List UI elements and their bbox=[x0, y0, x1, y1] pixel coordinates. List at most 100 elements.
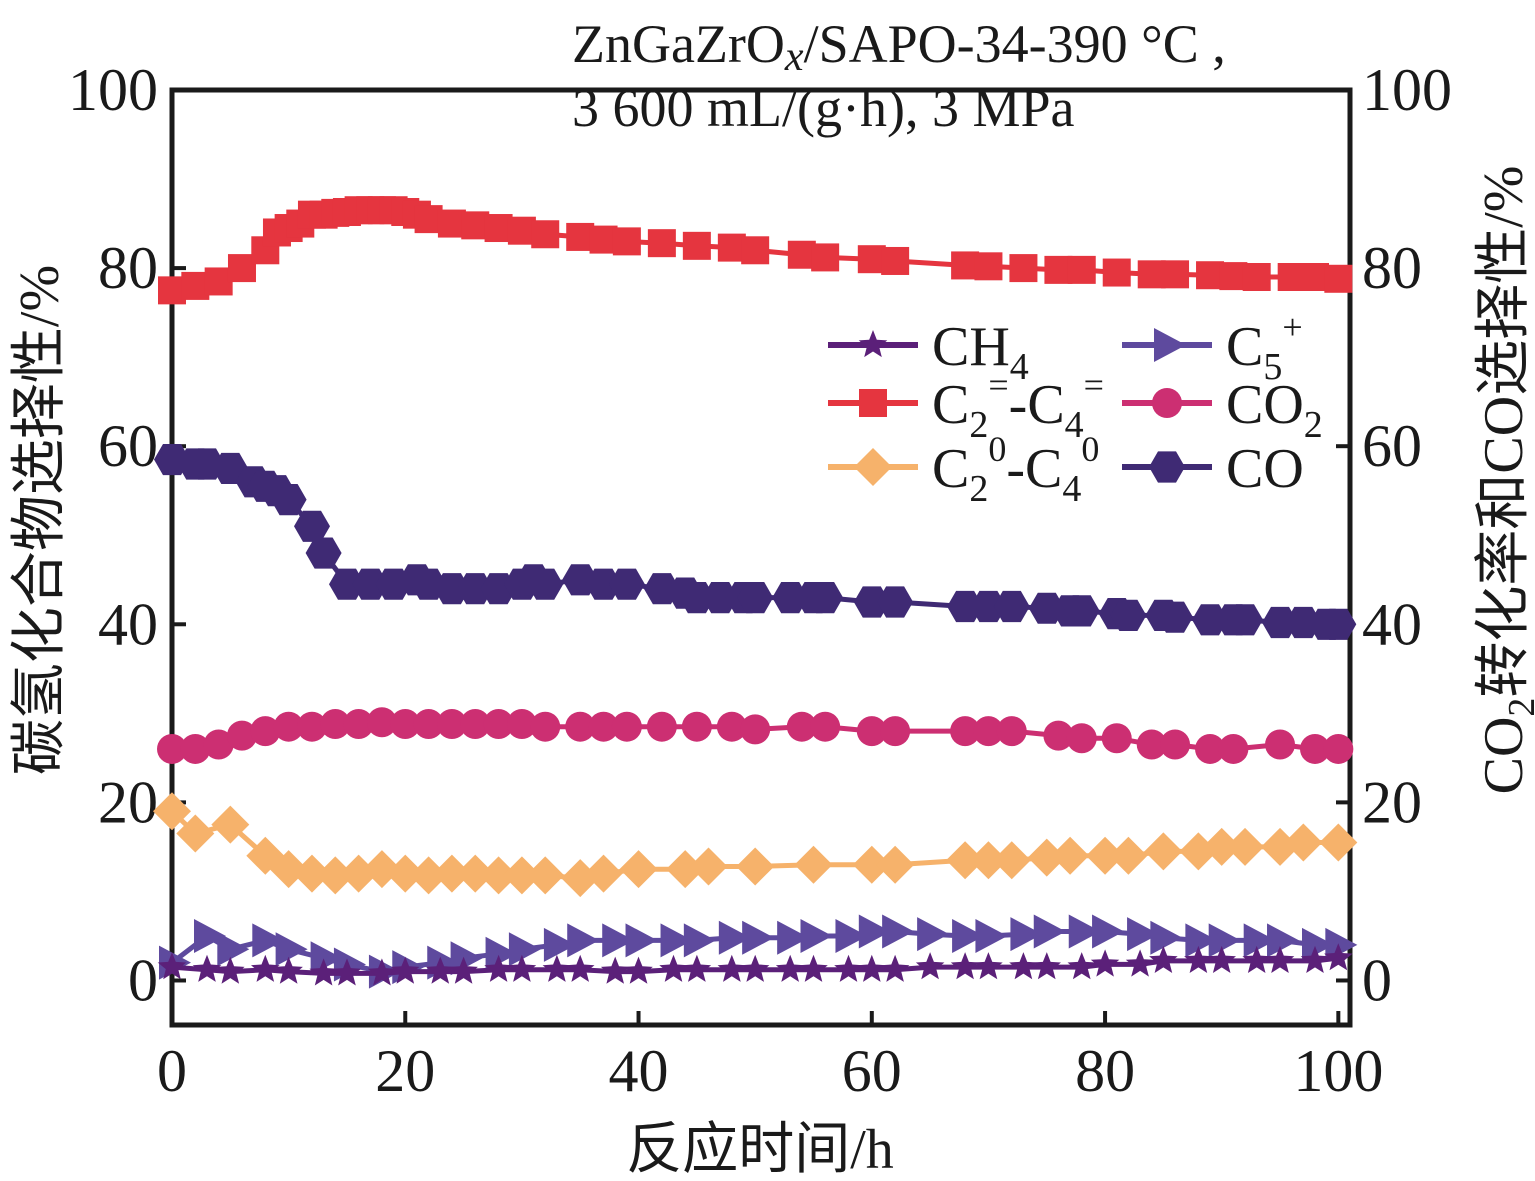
data-point-co2 bbox=[157, 733, 187, 764]
data-point-ch4 bbox=[507, 954, 537, 982]
data-point-c2c4_paraffin bbox=[689, 847, 728, 886]
data-point-c2c4_olefin bbox=[1161, 260, 1190, 289]
y-axis-left-title: 碳氢化合物选择性/% bbox=[9, 265, 71, 775]
data-point-c5plus bbox=[1267, 923, 1300, 958]
data-point-c2c4_paraffin bbox=[1027, 838, 1066, 877]
data-point-co2 bbox=[1300, 733, 1331, 764]
data-point-c5plus bbox=[1092, 914, 1125, 949]
data-point-ch4 bbox=[566, 954, 595, 982]
legend-label: CH4 bbox=[932, 316, 1029, 388]
data-point-c2c4_paraffin bbox=[1319, 823, 1358, 862]
data-point-c5plus bbox=[835, 918, 868, 953]
data-point-co2 bbox=[611, 711, 642, 742]
legend-label: CO2 bbox=[1226, 374, 1323, 446]
data-point-co2 bbox=[1265, 729, 1296, 760]
series-co2 bbox=[157, 707, 1354, 764]
data-point-ch4 bbox=[1265, 945, 1295, 973]
x-tick-label: 40 bbox=[609, 1038, 669, 1104]
data-point-c5plus bbox=[1185, 923, 1218, 958]
data-point-ch4 bbox=[251, 954, 280, 982]
y-left-tick-label: 0 bbox=[128, 947, 158, 1013]
data-point-c2c4_paraffin bbox=[584, 854, 623, 893]
series-layer bbox=[153, 196, 1358, 989]
data-point-co2 bbox=[506, 709, 537, 740]
legend-label-part: 5 bbox=[1263, 346, 1282, 388]
data-point-c2c4_paraffin bbox=[946, 841, 985, 880]
legend-swatch-marker bbox=[854, 448, 892, 486]
y-right-tick-label: 100 bbox=[1362, 57, 1452, 123]
x-axis-title: 反应时间/h bbox=[626, 1119, 894, 1181]
data-point-ch4 bbox=[1324, 943, 1353, 971]
data-point-co2 bbox=[250, 716, 281, 747]
legend-swatch-marker bbox=[1154, 328, 1186, 362]
data-point-co bbox=[1157, 601, 1193, 633]
legend-label-part: -C bbox=[1006, 438, 1062, 500]
data-point-co2 bbox=[1066, 723, 1097, 754]
series-ch4 bbox=[157, 943, 1353, 986]
x-tick-label: 100 bbox=[1293, 1038, 1383, 1104]
data-point-ch4 bbox=[915, 952, 945, 980]
data-point-co bbox=[1192, 604, 1228, 636]
data-point-c5plus bbox=[1150, 920, 1183, 955]
data-point-c5plus bbox=[602, 923, 635, 958]
data-point-c5plus bbox=[193, 918, 226, 953]
data-point-co2 bbox=[646, 711, 677, 742]
legend-label-part: CO bbox=[1226, 374, 1304, 436]
title-line: 3 600 mL/(g·h), 3 MPa bbox=[572, 78, 1074, 138]
data-point-c2c4_paraffin bbox=[619, 850, 658, 889]
data-point-c2c4_paraffin bbox=[316, 856, 355, 895]
legend-label-part: C bbox=[932, 374, 969, 436]
legend-swatch-marker bbox=[1152, 388, 1182, 418]
data-point-co2 bbox=[786, 711, 817, 742]
data-point-co bbox=[993, 590, 1030, 623]
legend-swatch-marker bbox=[858, 330, 888, 358]
data-point-ch4 bbox=[216, 956, 245, 984]
data-point-c5plus bbox=[882, 914, 915, 949]
legend-label-part: 2 bbox=[969, 468, 988, 510]
data-point-co2 bbox=[413, 709, 444, 740]
data-point-ch4 bbox=[1032, 952, 1061, 980]
series-c2c4_paraffin bbox=[153, 792, 1358, 898]
legend-label-part: CO bbox=[1226, 438, 1304, 500]
legend-label-part: = bbox=[988, 365, 1008, 405]
data-point-co bbox=[1063, 595, 1100, 627]
data-point-c2c4_olefin bbox=[612, 227, 641, 256]
data-point-c2c4_paraffin bbox=[666, 850, 705, 889]
data-point-co bbox=[702, 582, 739, 614]
data-point-ch4 bbox=[974, 952, 1003, 980]
data-point-c2c4_paraffin bbox=[479, 856, 518, 895]
data-point-co bbox=[737, 582, 774, 614]
data-point-co bbox=[1262, 606, 1298, 639]
data-point-c2c4_paraffin bbox=[1144, 832, 1183, 871]
data-point-c5plus bbox=[1208, 923, 1241, 958]
legend-item-c2c4_paraffin: C20-C40 bbox=[828, 429, 1099, 510]
data-point-c5plus bbox=[1010, 917, 1043, 952]
data-point-c2c4_olefin bbox=[647, 229, 676, 258]
data-point-c5plus bbox=[625, 923, 658, 958]
legend-label-part: 0 bbox=[1081, 429, 1099, 469]
data-point-c5plus bbox=[1127, 917, 1160, 952]
x-tick-label: 80 bbox=[1075, 1038, 1135, 1104]
y-left-tick-label: 100 bbox=[68, 57, 158, 123]
data-point-c2c4_olefin bbox=[974, 252, 1003, 281]
data-point-co bbox=[1320, 608, 1357, 640]
legend-label: C5+ bbox=[1226, 307, 1303, 388]
data-point-ch4 bbox=[1184, 945, 1213, 973]
data-point-c2c4_paraffin bbox=[211, 805, 250, 844]
data-point-c2c4_paraffin bbox=[852, 845, 891, 884]
data-point-co bbox=[947, 590, 984, 623]
data-point-ch4 bbox=[1125, 949, 1155, 977]
data-point-ch4 bbox=[542, 954, 572, 982]
data-point-co2 bbox=[588, 711, 619, 742]
x-tick-label: 60 bbox=[842, 1038, 902, 1104]
y-right-tick-label: 0 bbox=[1362, 947, 1392, 1013]
data-point-c5plus bbox=[217, 932, 250, 967]
data-point-c2c4_paraffin bbox=[409, 856, 448, 895]
data-point-co2 bbox=[343, 709, 374, 740]
data-point-c5plus bbox=[660, 923, 693, 958]
data-point-co2 bbox=[390, 709, 421, 740]
legend-label-part: 4 bbox=[1065, 404, 1084, 446]
y-left-tick-label: 60 bbox=[98, 413, 158, 479]
data-point-co2 bbox=[1195, 733, 1226, 764]
